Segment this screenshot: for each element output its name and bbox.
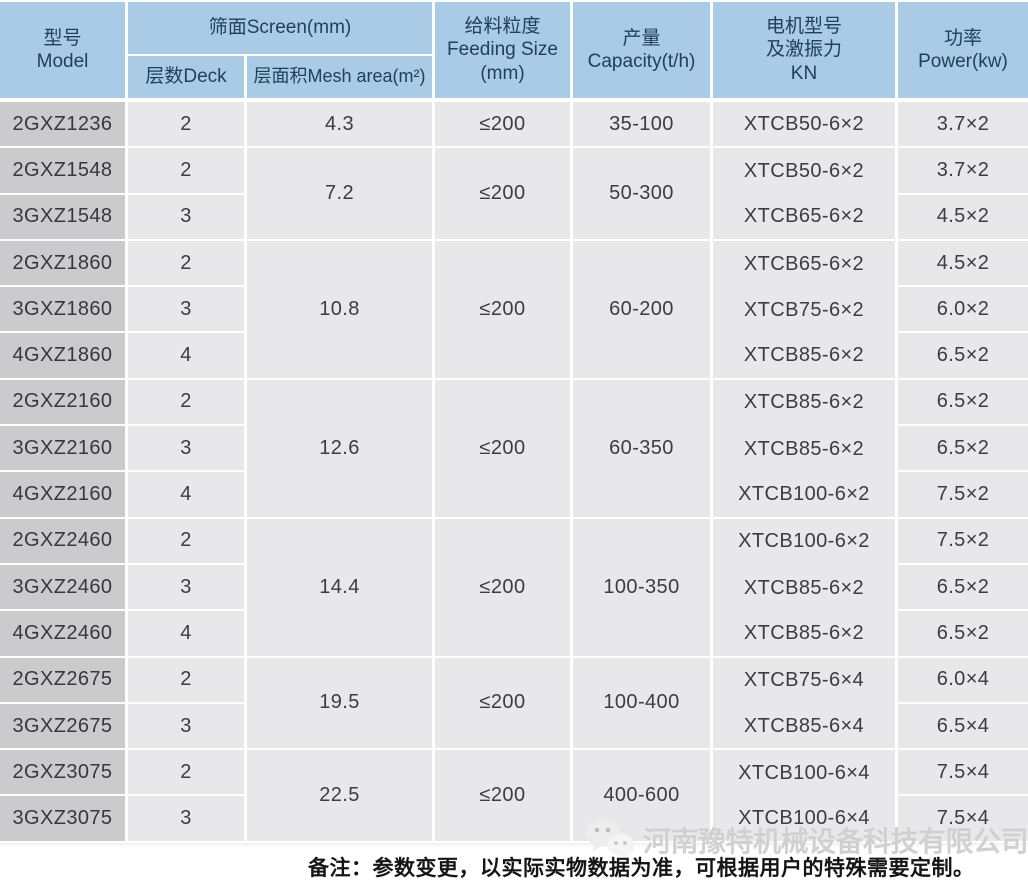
mesh-area-cell: 7.2 xyxy=(247,148,435,241)
header-mesh-area: 层面积Mesh area(m²) xyxy=(247,56,435,102)
motor-cell: XTCB50-6×2 xyxy=(713,102,898,149)
deck-cell: 3 xyxy=(128,796,247,843)
model-cell: 3GXZ2675 xyxy=(0,703,128,751)
header-motor: 电机型号 及激振力 KN xyxy=(713,2,898,102)
power-cell: 4.5×2 xyxy=(898,240,1028,288)
motor-cell: XTCB100-6×4 xyxy=(713,750,898,797)
motor-cell: XTCB85-6×2 xyxy=(713,379,898,427)
deck-cell: 2 xyxy=(128,148,247,195)
deck-cell: 3 xyxy=(128,287,247,334)
mesh-area-cell: 4.3 xyxy=(247,102,435,149)
power-cell: 6.5×4 xyxy=(898,703,1028,751)
model-cell: 4GXZ2160 xyxy=(0,472,128,519)
deck-cell: 2 xyxy=(128,379,247,427)
deck-cell: 2 xyxy=(128,240,247,288)
model-cell: 4GXZ2460 xyxy=(0,611,128,658)
power-cell: 7.5×4 xyxy=(898,750,1028,797)
capacity-cell: 100-400 xyxy=(573,657,713,751)
power-cell: 6.5×2 xyxy=(898,333,1028,380)
deck-cell: 4 xyxy=(128,611,247,658)
model-cell: 3GXZ1548 xyxy=(0,194,128,241)
power-cell: 7.5×2 xyxy=(898,472,1028,519)
motor-cell: XTCB75-6×2 xyxy=(713,287,898,334)
capacity-cell: 60-200 xyxy=(573,240,713,380)
mesh-area-cell: 10.8 xyxy=(247,240,435,380)
model-cell: 2GXZ3075 xyxy=(0,750,128,797)
feeding-size-cell: ≤200 xyxy=(435,657,573,751)
motor-cell: XTCB85-6×2 xyxy=(713,333,898,380)
feeding-size-cell: ≤200 xyxy=(435,240,573,380)
capacity-cell: 400-600 xyxy=(573,750,713,843)
feeding-size-cell: ≤200 xyxy=(435,379,573,519)
header-model: 型号 Model xyxy=(0,2,128,102)
power-cell: 3.7×2 xyxy=(898,102,1028,149)
deck-cell: 2 xyxy=(128,750,247,797)
model-cell: 2GXZ1548 xyxy=(0,148,128,195)
deck-cell: 4 xyxy=(128,472,247,519)
header-screen-group: 筛面Screen(mm) xyxy=(128,2,435,56)
motor-cell: XTCB75-6×4 xyxy=(713,657,898,704)
motor-cell: XTCB85-6×2 xyxy=(713,611,898,658)
deck-cell: 2 xyxy=(128,518,247,565)
model-cell: 2GXZ1860 xyxy=(0,240,128,288)
mesh-area-cell: 14.4 xyxy=(247,518,435,658)
feeding-size-cell: ≤200 xyxy=(435,518,573,658)
motor-cell: XTCB100-6×2 xyxy=(713,518,898,565)
spec-table: 型号 Model 筛面Screen(mm) 层数Deck 层面积Mesh are… xyxy=(0,0,1028,843)
motor-cell: XTCB65-6×2 xyxy=(713,240,898,288)
motor-cell: XTCB100-6×4 xyxy=(713,796,898,843)
capacity-cell: 60-350 xyxy=(573,379,713,519)
model-cell: 3GXZ3075 xyxy=(0,796,128,843)
power-cell: 6.0×4 xyxy=(898,657,1028,704)
capacity-cell: 50-300 xyxy=(573,148,713,241)
model-cell: 2GXZ1236 xyxy=(0,102,128,149)
deck-cell: 4 xyxy=(128,333,247,380)
model-cell: 2GXZ2460 xyxy=(0,518,128,565)
header-deck: 层数Deck xyxy=(128,56,247,102)
mesh-area-cell: 19.5 xyxy=(247,657,435,751)
motor-cell: XTCB65-6×2 xyxy=(713,194,898,241)
deck-cell: 3 xyxy=(128,564,247,612)
model-cell: 3GXZ2460 xyxy=(0,564,128,612)
model-cell: 4GXZ1860 xyxy=(0,333,128,380)
power-cell: 6.5×2 xyxy=(898,611,1028,658)
model-cell: 3GXZ1860 xyxy=(0,287,128,334)
capacity-cell: 100-350 xyxy=(573,518,713,658)
power-cell: 4.5×2 xyxy=(898,194,1028,241)
motor-cell: XTCB85-6×2 xyxy=(713,426,898,473)
deck-cell: 3 xyxy=(128,703,247,751)
deck-cell: 2 xyxy=(128,102,247,149)
feeding-size-cell: ≤200 xyxy=(435,148,573,241)
power-cell: 6.5×2 xyxy=(898,426,1028,473)
power-cell: 7.5×4 xyxy=(898,796,1028,843)
header-feeding-size: 给料粒度 Feeding Size (mm) xyxy=(435,2,573,102)
feeding-size-cell: ≤200 xyxy=(435,102,573,149)
power-cell: 7.5×2 xyxy=(898,518,1028,565)
capacity-cell: 35-100 xyxy=(573,102,713,149)
power-cell: 6.0×2 xyxy=(898,287,1028,334)
deck-cell: 3 xyxy=(128,194,247,241)
footer-note: 备注：参数变更，以实际实物数据为准，可根据用户的特殊需要定制。 xyxy=(308,857,975,880)
deck-cell: 2 xyxy=(128,657,247,704)
model-cell: 2GXZ2160 xyxy=(0,379,128,427)
mesh-area-cell: 22.5 xyxy=(247,750,435,843)
feeding-size-cell: ≤200 xyxy=(435,750,573,843)
model-cell: 2GXZ2675 xyxy=(0,657,128,704)
motor-cell: XTCB50-6×2 xyxy=(713,148,898,195)
model-cell: 3GXZ2160 xyxy=(0,426,128,473)
motor-cell: XTCB85-6×4 xyxy=(713,703,898,751)
header-power: 功率 Power(kw) xyxy=(898,2,1028,102)
power-cell: 6.5×2 xyxy=(898,379,1028,427)
power-cell: 6.5×2 xyxy=(898,564,1028,612)
motor-cell: XTCB85-6×2 xyxy=(713,564,898,612)
motor-cell: XTCB100-6×2 xyxy=(713,472,898,519)
mesh-area-cell: 12.6 xyxy=(247,379,435,519)
power-cell: 3.7×2 xyxy=(898,148,1028,195)
deck-cell: 3 xyxy=(128,426,247,473)
header-capacity: 产量 Capacity(t/h) xyxy=(573,2,713,102)
